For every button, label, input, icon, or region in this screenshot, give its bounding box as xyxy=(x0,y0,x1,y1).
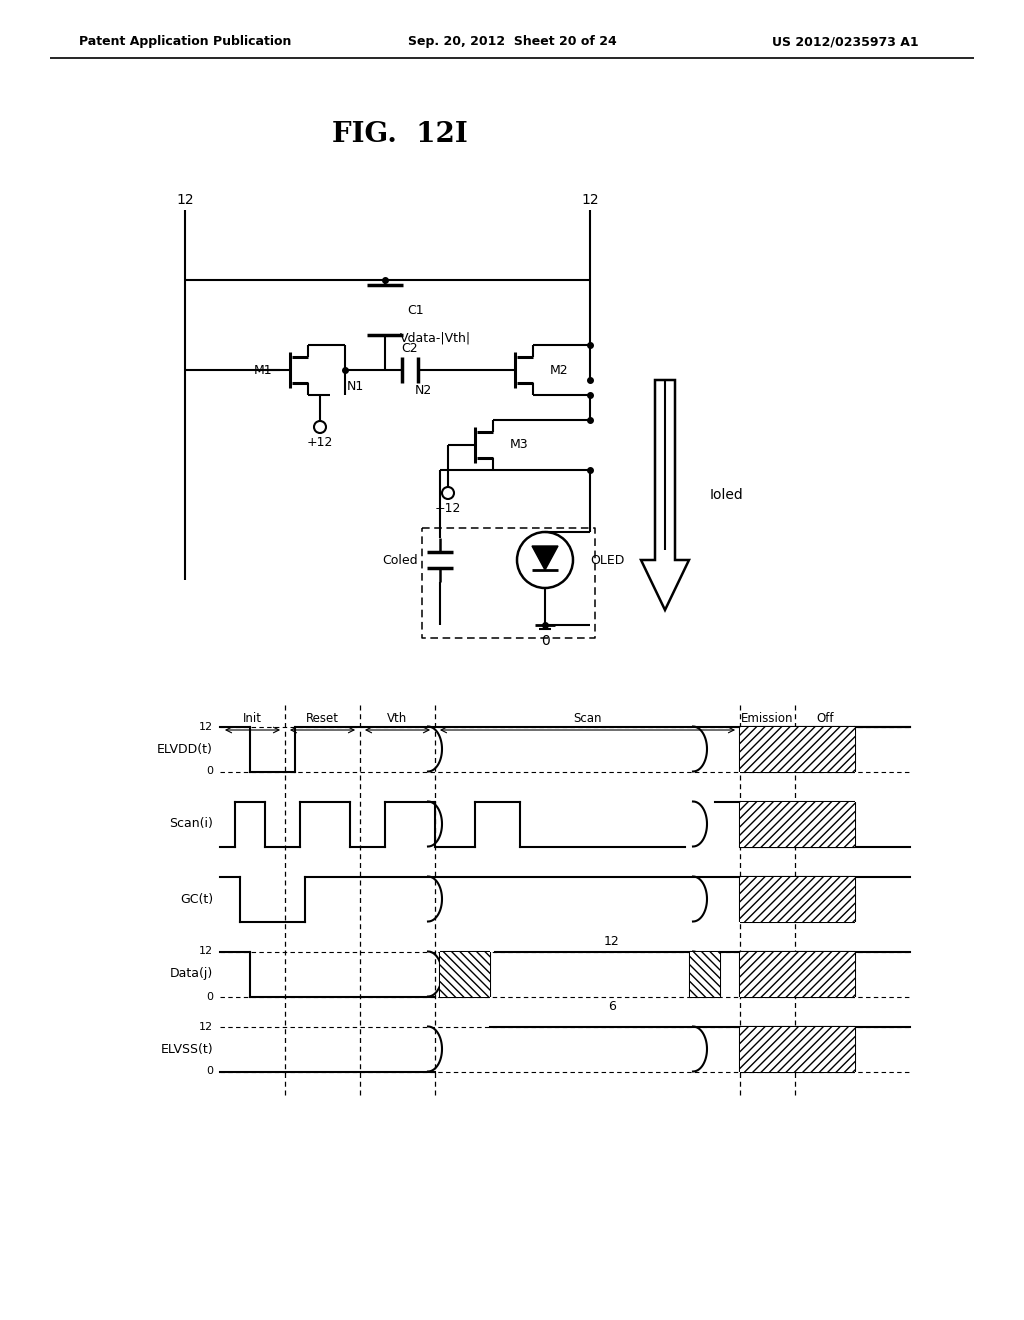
Text: 12: 12 xyxy=(199,722,213,731)
Text: C1: C1 xyxy=(407,304,424,317)
Text: 12: 12 xyxy=(199,1022,213,1031)
Text: OLED: OLED xyxy=(590,553,625,566)
Text: 12: 12 xyxy=(199,946,213,957)
Polygon shape xyxy=(532,546,558,570)
Text: Coled: Coled xyxy=(382,553,418,566)
Text: GC(t): GC(t) xyxy=(180,892,213,906)
Text: +12: +12 xyxy=(307,437,333,450)
Text: 6: 6 xyxy=(608,1001,616,1012)
Text: ELVDD(t): ELVDD(t) xyxy=(157,742,213,755)
Text: Emission: Emission xyxy=(740,711,794,725)
Bar xyxy=(690,952,720,997)
Bar xyxy=(795,801,855,846)
Text: Reset: Reset xyxy=(305,711,339,725)
Text: Ioled: Ioled xyxy=(710,488,743,502)
Text: Sep. 20, 2012  Sheet 20 of 24: Sep. 20, 2012 Sheet 20 of 24 xyxy=(408,36,616,49)
Bar xyxy=(795,1027,855,1072)
Bar xyxy=(740,1027,795,1072)
Text: Data(j): Data(j) xyxy=(170,968,213,981)
Text: Vdata-|Vth|: Vdata-|Vth| xyxy=(399,331,471,345)
Polygon shape xyxy=(641,380,689,610)
Text: M3: M3 xyxy=(510,438,528,451)
Text: M2: M2 xyxy=(550,363,568,376)
Bar xyxy=(795,952,855,997)
Bar xyxy=(740,801,795,846)
Text: +12: +12 xyxy=(435,502,461,515)
Bar xyxy=(440,952,490,997)
Bar xyxy=(740,876,795,921)
Text: Init: Init xyxy=(243,711,261,725)
Text: 0: 0 xyxy=(206,1067,213,1077)
Bar xyxy=(795,876,855,921)
Text: FIG.  12I: FIG. 12I xyxy=(332,121,468,149)
Text: 12: 12 xyxy=(604,935,620,948)
Text: US 2012/0235973 A1: US 2012/0235973 A1 xyxy=(772,36,919,49)
Text: C2: C2 xyxy=(401,342,419,355)
Text: M1: M1 xyxy=(254,363,272,376)
Bar xyxy=(740,726,795,771)
Text: 0: 0 xyxy=(206,767,213,776)
Bar xyxy=(795,726,855,771)
Text: 12: 12 xyxy=(582,193,599,207)
Text: 0: 0 xyxy=(206,991,213,1002)
Text: Scan(i): Scan(i) xyxy=(169,817,213,830)
Text: ELVSS(t): ELVSS(t) xyxy=(161,1043,213,1056)
Text: Off: Off xyxy=(816,711,834,725)
Text: Scan: Scan xyxy=(572,711,601,725)
Text: 12: 12 xyxy=(176,193,194,207)
Text: N1: N1 xyxy=(347,380,365,392)
Text: Patent Application Publication: Patent Application Publication xyxy=(79,36,291,49)
Bar xyxy=(740,952,795,997)
Text: Vth: Vth xyxy=(387,711,408,725)
Text: 0: 0 xyxy=(541,634,549,648)
Text: N2: N2 xyxy=(415,384,432,396)
